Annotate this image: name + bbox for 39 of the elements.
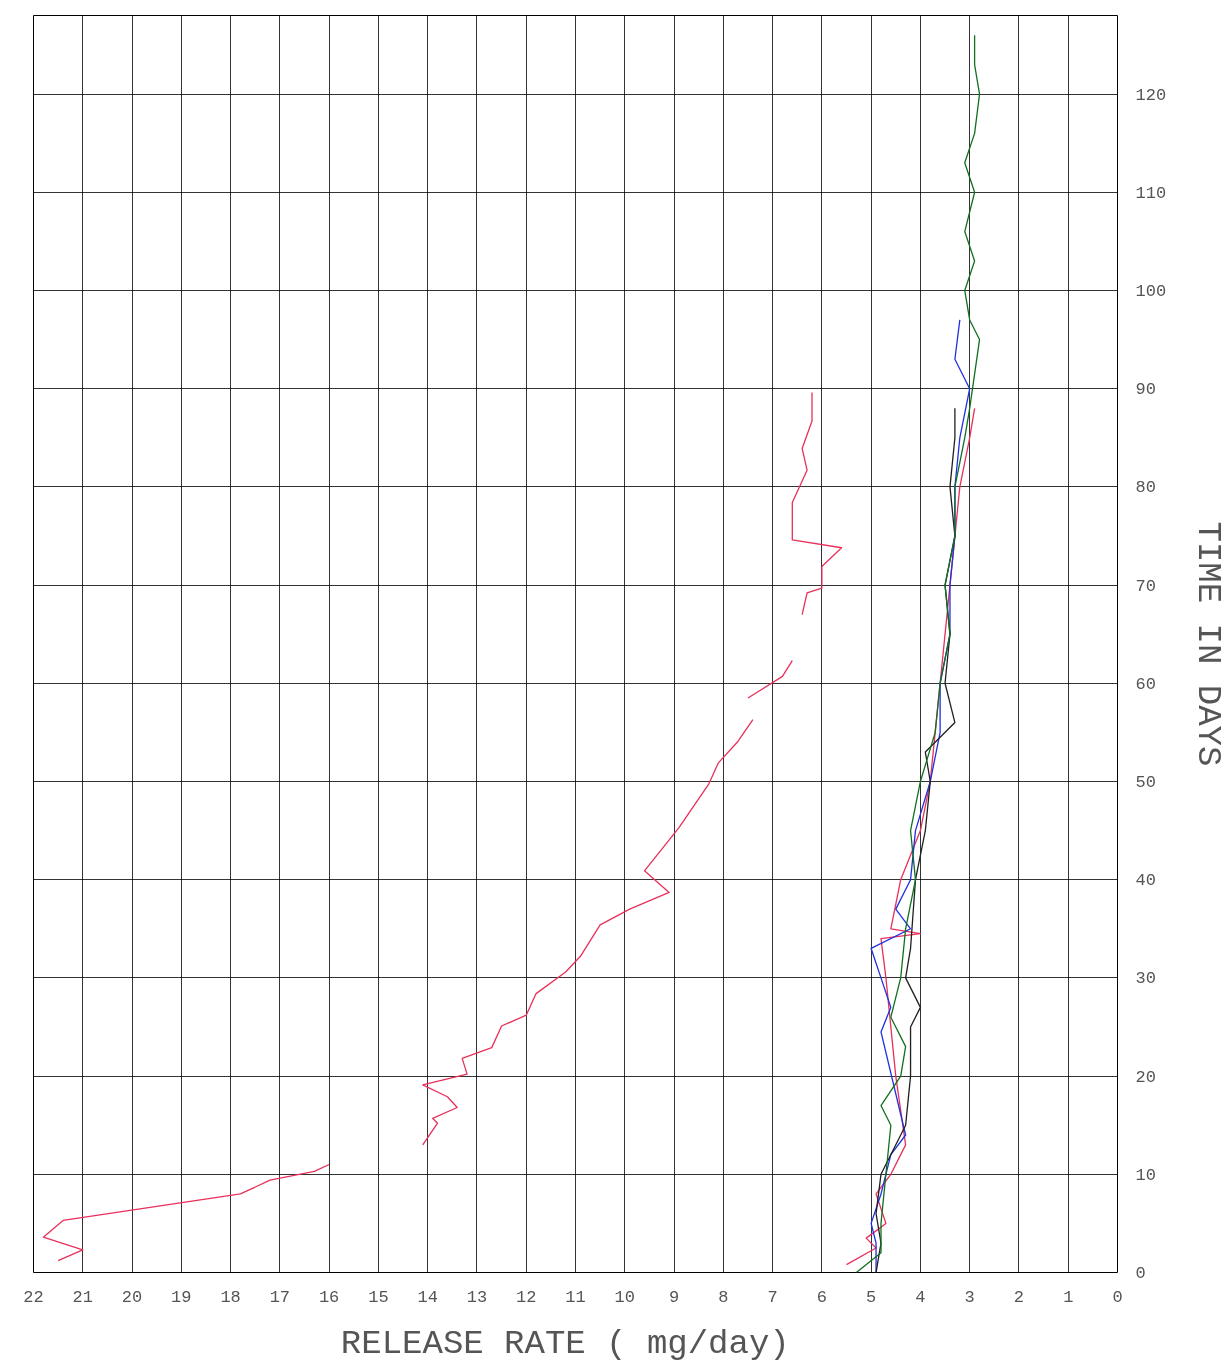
x-tick-label: 3 bbox=[964, 1287, 975, 1307]
y-tick-label: 100 bbox=[1135, 281, 1167, 301]
x-tick-label: 1 bbox=[1063, 1287, 1074, 1307]
x-tick-label: 17 bbox=[269, 1287, 291, 1307]
x-tick-label: 12 bbox=[516, 1287, 537, 1307]
x-tick-label: 8 bbox=[718, 1287, 729, 1307]
x-tick-label: 10 bbox=[614, 1287, 635, 1307]
x-tick-label: 22 bbox=[23, 1287, 44, 1307]
x-tick-label: 5 bbox=[866, 1287, 877, 1307]
x-tick-label: 2 bbox=[1013, 1287, 1025, 1307]
y-tick-label: 20 bbox=[1135, 1067, 1156, 1087]
y-tick-label: 110 bbox=[1135, 183, 1167, 203]
y-axis-title: TIME IN DAYS bbox=[1189, 521, 1228, 767]
x-tick-label: 16 bbox=[318, 1287, 340, 1307]
x-tick-label: 0 bbox=[1112, 1287, 1123, 1307]
y-tick-label: 80 bbox=[1135, 478, 1156, 498]
y-tick-label: 60 bbox=[1135, 674, 1156, 694]
y-tick-label: 70 bbox=[1135, 576, 1156, 596]
x-tick-label: 14 bbox=[417, 1287, 438, 1307]
y-tick-label: 10 bbox=[1135, 1165, 1156, 1185]
x-tick-label: 19 bbox=[171, 1287, 192, 1307]
x-tick-label: 21 bbox=[72, 1287, 93, 1307]
x-tick-label: 18 bbox=[220, 1287, 241, 1307]
line-series bbox=[855, 34, 981, 1273]
y-tick-label: 0 bbox=[1135, 1264, 1146, 1283]
x-tick-label: 15 bbox=[368, 1287, 389, 1307]
y-tick-label: 30 bbox=[1135, 969, 1156, 989]
x-tick-label: 7 bbox=[767, 1287, 778, 1307]
x-tick-label: 20 bbox=[121, 1287, 143, 1307]
x-axis-title: RELEASE RATE ( mg/day) bbox=[340, 1324, 790, 1363]
x-tick-label: 11 bbox=[565, 1287, 586, 1307]
y-tick-label: 120 bbox=[1135, 85, 1167, 105]
y-tick-label: 40 bbox=[1135, 871, 1156, 891]
y-tick-label: 50 bbox=[1135, 772, 1156, 792]
x-tick-label: 6 bbox=[816, 1287, 827, 1307]
x-tick-label: 13 bbox=[466, 1287, 488, 1307]
x-tick-label: 9 bbox=[668, 1287, 680, 1307]
x-tick-label: 4 bbox=[915, 1287, 926, 1307]
y-tick-label: 90 bbox=[1135, 380, 1156, 400]
